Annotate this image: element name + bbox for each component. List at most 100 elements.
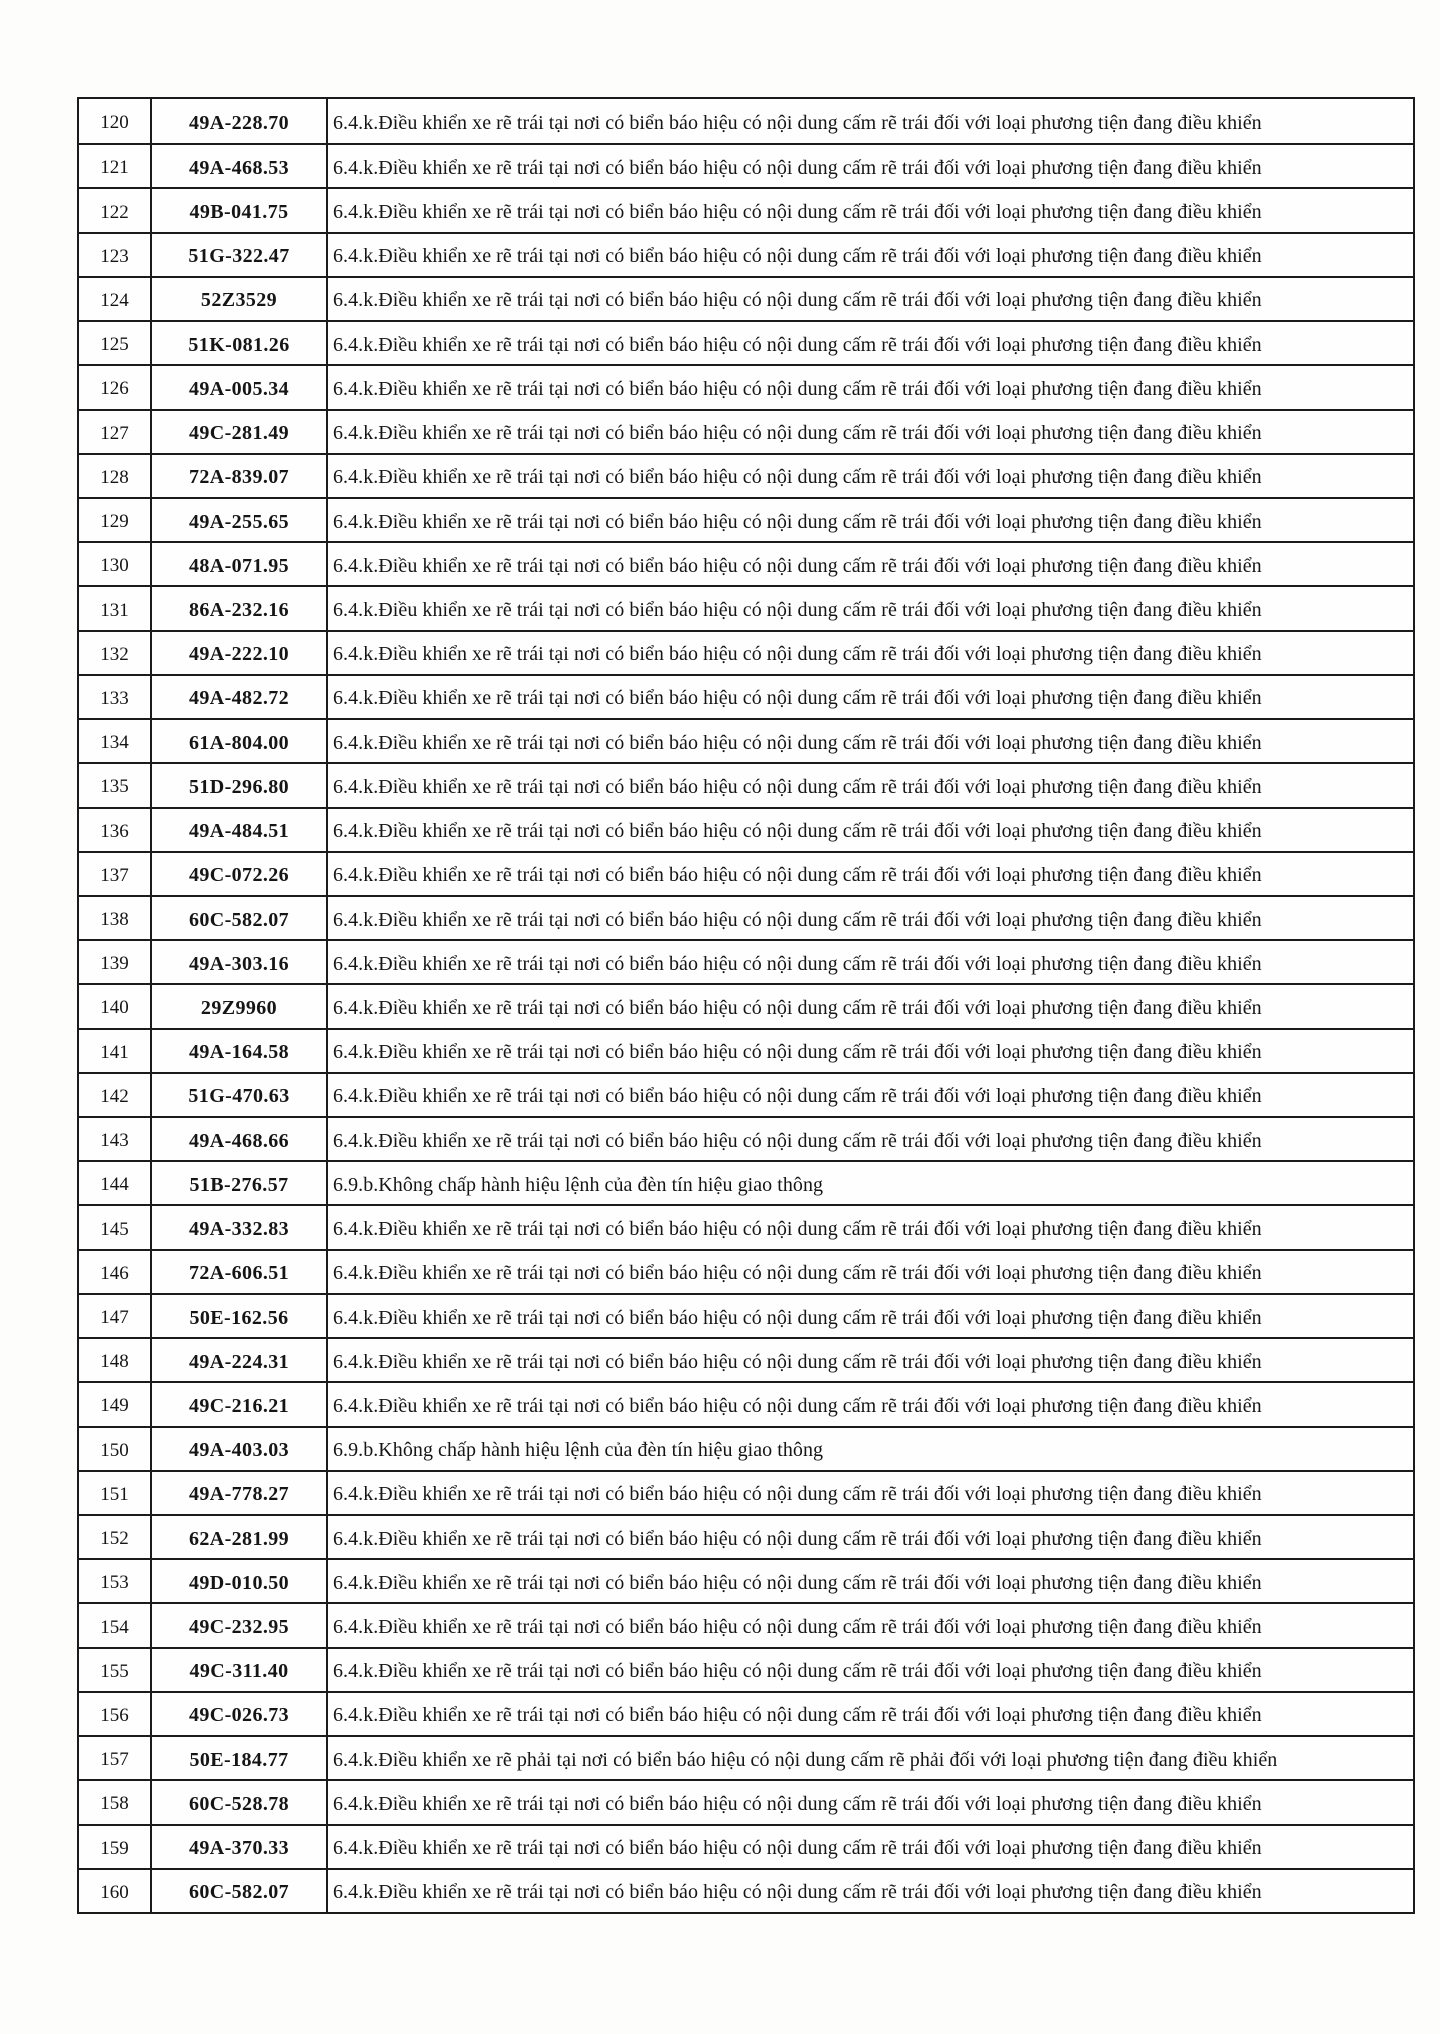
table-row: 137 49C-072.26 6.4.k.Điều khiển xe rẽ tr… xyxy=(79,850,1413,895)
violation-description-cell: 6.4.k.Điều khiển xe rẽ trái tại nơi có b… xyxy=(328,1118,1413,1160)
row-number: 122 xyxy=(100,201,129,223)
row-number-cell: 149 xyxy=(79,1383,152,1426)
table-row: 156 49C-026.73 6.4.k.Điều khiển xe rẽ tr… xyxy=(79,1690,1413,1736)
violation-description-cell: 6.4.k.Điều khiển xe rẽ trái tại nơi có b… xyxy=(328,1870,1413,1912)
violation-description: 6.4.k.Điều khiển xe rẽ trái tại nơi có b… xyxy=(333,1085,1262,1108)
license-plate-cell: 49A-303.16 xyxy=(152,941,328,984)
violation-description-cell: 6.4.k.Điều khiển xe rẽ trái tại nơi có b… xyxy=(328,366,1413,408)
license-plate-cell: 49C-232.95 xyxy=(152,1604,328,1647)
violation-description: 6.4.k.Điều khiển xe rẽ trái tại nơi có b… xyxy=(333,864,1262,887)
license-plate-cell: 60C-582.07 xyxy=(152,896,328,940)
table-row: 160 60C-582.07 6.4.k.Điều khiển xe rẽ tr… xyxy=(79,1867,1413,1912)
violation-description-cell: 6.4.k.Điều khiển xe rẽ trái tại nơi có b… xyxy=(328,499,1413,541)
violation-description: 6.4.k.Điều khiển xe rẽ trái tại nơi có b… xyxy=(333,1792,1262,1815)
row-number-cell: 146 xyxy=(79,1250,152,1293)
table-row: 144 51B-276.57 6.9.b.Không chấp hành hiệ… xyxy=(79,1160,1413,1205)
license-plate: 60C-582.07 xyxy=(188,1881,290,1904)
table-row: 123 51G-322.47 6.4.k.Điều khiển xe rẽ tr… xyxy=(79,231,1413,276)
violation-description-cell: 6.4.k.Điều khiển xe rẽ trái tại nơi có b… xyxy=(328,676,1413,718)
license-plate-cell: 50E-162.56 xyxy=(152,1294,328,1338)
row-number-cell: 120 xyxy=(79,99,152,144)
violation-description: 6.4.k.Điều khiển xe rẽ trái tại nơi có b… xyxy=(333,1704,1262,1727)
violation-description: 6.4.k.Điều khiển xe rẽ trái tại nơi có b… xyxy=(333,111,1262,134)
row-number-cell: 140 xyxy=(79,985,152,1028)
violation-description-cell: 6.4.k.Điều khiển xe rẽ trái tại nơi có b… xyxy=(328,1693,1413,1735)
row-number-cell: 137 xyxy=(79,852,152,895)
table-row: 133 49A-482.72 6.4.k.Điều khiển xe rẽ tr… xyxy=(79,673,1413,719)
violation-description: 6.4.k.Điều khiển xe rẽ trái tại nơi có b… xyxy=(333,1262,1262,1285)
license-plate: 49A-468.66 xyxy=(188,1129,290,1152)
table-row: 126 49A-005.34 6.4.k.Điều khiển xe rẽ tr… xyxy=(79,364,1413,409)
row-number: 156 xyxy=(100,1704,129,1726)
license-plate-cell: 51G-470.63 xyxy=(152,1073,328,1117)
license-plate-cell: 49D-010.50 xyxy=(152,1560,328,1603)
table-row: 135 51D-296.80 6.4.k.Điều khiển xe rẽ tr… xyxy=(79,762,1413,807)
row-number-cell: 157 xyxy=(79,1737,152,1780)
violation-description-cell: 6.4.k.Điều khiển xe rẽ trái tại nơi có b… xyxy=(328,809,1413,851)
violation-description-cell: 6.4.k.Điều khiển xe rẽ trái tại nơi có b… xyxy=(328,941,1413,983)
violation-description: 6.4.k.Điều khiển xe rẽ trái tại nơi có b… xyxy=(333,731,1262,754)
license-plate: 49C-026.73 xyxy=(188,1704,290,1727)
row-number: 152 xyxy=(100,1528,129,1550)
row-number: 126 xyxy=(100,378,129,400)
license-plate-cell: 51B-276.57 xyxy=(152,1162,328,1205)
violation-description: 6.4.k.Điều khiển xe rẽ trái tại nơi có b… xyxy=(333,1837,1262,1860)
license-plate-cell: 49C-311.40 xyxy=(152,1648,328,1691)
license-plate-cell: 49A-482.72 xyxy=(152,675,328,719)
row-number-cell: 130 xyxy=(79,543,152,586)
table-row: 129 49A-255.65 6.4.k.Điều khiển xe rẽ tr… xyxy=(79,496,1413,542)
violation-description-cell: 6.4.k.Điều khiển xe rẽ trái tại nơi có b… xyxy=(328,1472,1413,1514)
violation-description-cell: 6.4.k.Điều khiển xe rẽ trái tại nơi có b… xyxy=(328,1074,1413,1116)
violation-description: 6.4.k.Điều khiển xe rẽ trái tại nơi có b… xyxy=(333,908,1262,931)
row-number: 137 xyxy=(100,864,129,886)
row-number-cell: 135 xyxy=(79,764,152,807)
license-plate-cell: 49A-222.10 xyxy=(152,631,328,674)
violation-description: 6.4.k.Điều khiển xe rẽ trái tại nơi có b… xyxy=(333,245,1262,268)
table-row: 140 29Z9960 6.4.k.Điều khiển xe rẽ trái … xyxy=(79,983,1413,1028)
row-number-cell: 153 xyxy=(79,1560,152,1603)
license-plate: 49C-281.49 xyxy=(188,422,290,445)
violation-description: 6.9.b.Không chấp hành hiệu lệnh của đèn … xyxy=(333,1439,824,1462)
row-number: 139 xyxy=(100,953,129,975)
violation-description: 6.4.k.Điều khiển xe rẽ trái tại nơi có b… xyxy=(333,156,1262,179)
license-plate: 49C-232.95 xyxy=(188,1616,290,1639)
row-number-cell: 134 xyxy=(79,720,152,763)
violation-description-cell: 6.4.k.Điều khiển xe rẽ trái tại nơi có b… xyxy=(328,853,1413,895)
table-row: 154 49C-232.95 6.4.k.Điều khiển xe rẽ tr… xyxy=(79,1602,1413,1647)
row-number: 154 xyxy=(100,1616,129,1638)
table-row: 155 49C-311.40 6.4.k.Điều khiển xe rẽ tr… xyxy=(79,1646,1413,1691)
license-plate-cell: 61A-804.00 xyxy=(152,720,328,763)
violation-description-cell: 6.4.k.Điều khiển xe rẽ trái tại nơi có b… xyxy=(328,632,1413,674)
row-number: 143 xyxy=(100,1130,129,1152)
row-number-cell: 131 xyxy=(79,587,152,630)
violation-description-cell: 6.4.k.Điều khiển xe rẽ trái tại nơi có b… xyxy=(328,455,1413,497)
license-plate: 49A-484.51 xyxy=(188,820,290,843)
license-plate-cell: 49A-778.27 xyxy=(152,1471,328,1514)
row-number-cell: 154 xyxy=(79,1604,152,1647)
license-plate-cell: 62A-281.99 xyxy=(152,1516,328,1559)
license-plate: 52Z3529 xyxy=(200,289,278,312)
row-number: 159 xyxy=(100,1837,129,1859)
license-plate-cell: 52Z3529 xyxy=(152,277,328,321)
license-plate: 49A-222.10 xyxy=(188,643,290,666)
license-plate: 49A-468.53 xyxy=(188,156,290,179)
violation-description: 6.4.k.Điều khiển xe rẽ trái tại nơi có b… xyxy=(333,1660,1262,1683)
violation-description-cell: 6.4.k.Điều khiển xe rẽ trái tại nơi có b… xyxy=(328,1781,1413,1823)
table-row: 130 48A-071.95 6.4.k.Điều khiển xe rẽ tr… xyxy=(79,541,1413,586)
row-number-cell: 139 xyxy=(79,941,152,984)
license-plate: 49C-311.40 xyxy=(189,1660,289,1683)
row-number-cell: 147 xyxy=(79,1294,152,1338)
license-plate: 51G-322.47 xyxy=(188,245,290,268)
license-plate: 49B-041.75 xyxy=(189,201,289,224)
license-plate: 49A-005.34 xyxy=(188,377,290,400)
row-number: 141 xyxy=(100,1041,129,1063)
violation-description: 6.4.k.Điều khiển xe rẽ trái tại nơi có b… xyxy=(333,1350,1262,1373)
row-number: 133 xyxy=(100,687,129,709)
row-number-cell: 124 xyxy=(79,277,152,321)
license-plate-cell: 50E-184.77 xyxy=(152,1737,328,1780)
violation-description: 6.4.k.Điều khiển xe rẽ trái tại nơi có b… xyxy=(333,687,1262,710)
table-row: 151 49A-778.27 6.4.k.Điều khiển xe rẽ tr… xyxy=(79,1469,1413,1514)
table-row: 142 51G-470.63 6.4.k.Điều khiển xe rẽ tr… xyxy=(79,1071,1413,1117)
row-number-cell: 121 xyxy=(79,145,152,188)
row-number: 140 xyxy=(100,997,129,1019)
